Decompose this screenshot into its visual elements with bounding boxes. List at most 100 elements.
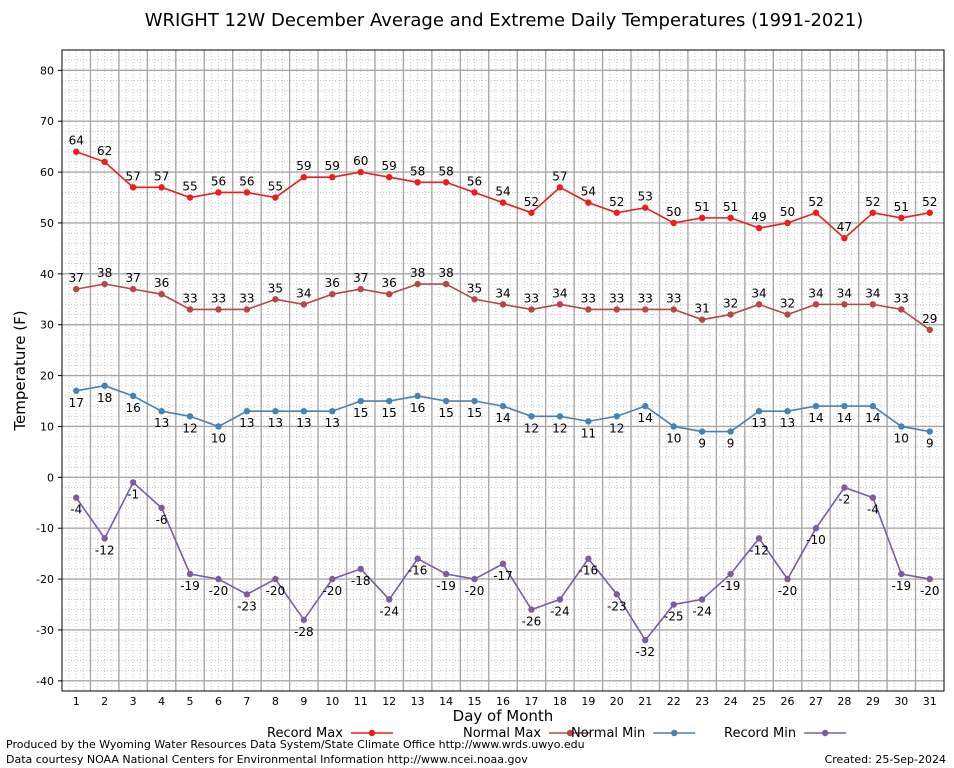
point-normal-min <box>727 428 734 435</box>
data-label-record-min: -32 <box>635 645 655 659</box>
point-normal-min <box>215 423 222 430</box>
data-label-normal-min: 13 <box>239 416 254 430</box>
data-label-record-min: -4 <box>70 503 82 517</box>
point-record-min <box>926 575 933 583</box>
point-record-max <box>300 173 308 181</box>
data-label-normal-min: 12 <box>609 421 624 435</box>
x-tick-label: 4 <box>158 695 165 708</box>
data-label-record-max: 52 <box>922 195 937 209</box>
data-label-record-min: -28 <box>294 625 314 639</box>
x-tick-label: 30 <box>894 695 908 708</box>
data-label-normal-min: 10 <box>894 431 909 445</box>
data-label-record-min: -10 <box>806 533 826 547</box>
x-tick-label: 10 <box>325 695 339 708</box>
point-record-min <box>613 591 621 598</box>
y-tick-label: 60 <box>40 166 54 179</box>
x-tick-label: 31 <box>923 695 937 708</box>
data-label-normal-min: 9 <box>727 437 735 451</box>
point-normal-min <box>585 418 592 425</box>
x-tick-label: 6 <box>215 695 222 708</box>
point-normal-min <box>129 392 137 400</box>
x-tick-label: 17 <box>524 695 538 708</box>
point-record-min <box>129 479 137 486</box>
y-tick-label: 50 <box>40 217 54 230</box>
data-label-record-max: 57 <box>125 169 140 183</box>
data-label-normal-max: 33 <box>524 291 539 305</box>
point-record-max <box>926 209 933 216</box>
legend-label-record-min: Record Min <box>724 726 796 741</box>
legend-label-normal-min: Normal Min <box>571 726 645 741</box>
x-tick-label: 13 <box>411 695 425 708</box>
point-record-min <box>869 494 877 501</box>
data-label-normal-max: 33 <box>609 291 624 305</box>
data-label-normal-max: 38 <box>410 266 425 280</box>
point-normal-min <box>272 407 279 415</box>
data-label-record-min: -1 <box>127 487 139 501</box>
y-axis-title: Temperature (F) <box>11 310 29 431</box>
point-record-min <box>841 484 848 491</box>
data-label-normal-min: 13 <box>154 416 169 430</box>
data-label-record-max: 56 <box>467 174 482 188</box>
x-tick-label: 28 <box>837 695 851 708</box>
point-record-min <box>784 575 791 583</box>
data-label-normal-max: 37 <box>125 271 140 285</box>
data-label-record-min: -20 <box>465 584 485 598</box>
x-tick-label: 2 <box>101 695 108 708</box>
data-label-normal-min: 13 <box>268 416 283 430</box>
legend-marker-record-min <box>821 729 829 737</box>
x-tick-label: 23 <box>695 695 709 708</box>
data-label-record-max: 52 <box>609 195 624 209</box>
point-record-max <box>755 224 763 232</box>
point-record-min <box>698 596 706 603</box>
point-normal-max <box>585 306 592 313</box>
point-normal-max <box>926 326 933 334</box>
point-normal-min <box>613 413 621 420</box>
data-label-record-max: 59 <box>325 159 340 173</box>
data-label-record-min: -12 <box>749 543 769 557</box>
data-label-normal-min: 14 <box>808 411 823 425</box>
point-record-min <box>528 606 535 613</box>
data-label-record-max: 53 <box>638 190 653 204</box>
point-normal-max <box>272 296 279 303</box>
data-label-record-max: 55 <box>182 180 197 194</box>
point-normal-max <box>528 306 535 313</box>
point-record-min <box>272 575 279 583</box>
data-label-record-max: 51 <box>695 200 710 214</box>
x-tick-label: 1 <box>73 695 80 708</box>
point-record-max <box>727 214 734 222</box>
point-record-max <box>613 209 621 216</box>
point-record-max <box>215 189 222 196</box>
x-tick-label: 22 <box>667 695 681 708</box>
data-label-normal-min: 11 <box>581 426 596 440</box>
point-normal-min <box>499 402 507 410</box>
data-label-record-max: 60 <box>353 154 368 168</box>
data-label-record-max: 47 <box>837 220 852 234</box>
point-record-min <box>898 570 905 578</box>
data-label-normal-max: 32 <box>780 297 795 311</box>
point-normal-min <box>414 392 421 400</box>
data-label-normal-min: 16 <box>125 401 140 415</box>
point-record-max <box>101 158 108 166</box>
data-label-record-min: -20 <box>209 584 229 598</box>
point-record-min <box>73 494 80 501</box>
point-normal-max <box>300 301 308 308</box>
data-label-normal-max: 33 <box>239 291 254 305</box>
data-label-record-min: -24 <box>692 604 712 618</box>
x-tick-label: 7 <box>243 695 250 708</box>
data-label-normal-min: 10 <box>666 431 681 445</box>
point-record-max <box>812 209 820 216</box>
data-label-record-min: -4 <box>867 503 879 517</box>
point-normal-max <box>385 290 393 298</box>
data-label-normal-max: 36 <box>382 276 397 290</box>
legend-marker-record-max <box>368 729 376 737</box>
data-label-record-max: 50 <box>666 205 681 219</box>
point-normal-min <box>784 407 791 415</box>
x-tick-label: 19 <box>581 695 595 708</box>
data-label-normal-min: 15 <box>438 406 453 420</box>
data-label-record-min: -26 <box>522 615 542 629</box>
series <box>73 148 933 644</box>
footer-created: Created: 25-Sep-2024 <box>824 753 946 766</box>
data-label-record-max: 51 <box>894 200 909 214</box>
point-record-max <box>158 184 165 191</box>
data-label-record-min: -2 <box>838 493 850 507</box>
